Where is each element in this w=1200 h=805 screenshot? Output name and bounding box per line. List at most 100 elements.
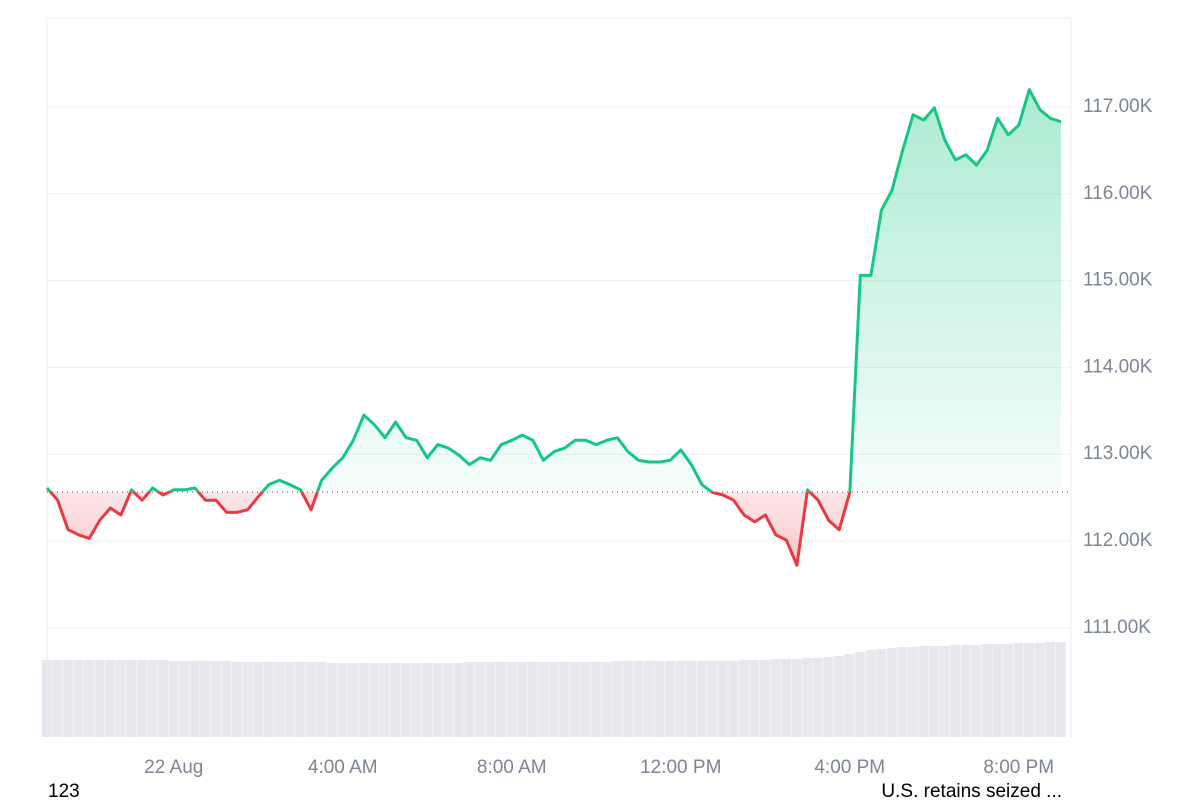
volume-bar: [770, 659, 781, 737]
volume-bar: [495, 662, 506, 737]
volume-bar: [686, 661, 697, 737]
volume-bar: [1024, 643, 1035, 737]
volume-bar: [453, 663, 464, 737]
volume-bar: [664, 661, 675, 737]
y-tick-label: 116.00K: [1083, 183, 1153, 204]
volume-bar: [633, 661, 644, 737]
volume-bar: [231, 662, 242, 737]
volume-bar: [992, 644, 1003, 737]
y-tick-label: 111.00K: [1083, 617, 1151, 638]
volume-bar: [94, 660, 105, 737]
y-tick-label: 112.00K: [1083, 530, 1153, 551]
volume-bar: [939, 646, 950, 737]
volume-bar: [305, 662, 316, 737]
volume-bar: [41, 660, 52, 737]
y-tick-label: 114.00K: [1083, 356, 1153, 377]
volume-bar: [83, 660, 95, 737]
volume-bar: [855, 652, 866, 737]
volume-bar: [918, 646, 929, 737]
volume-bar: [960, 645, 971, 737]
volume-bar: [738, 660, 749, 737]
volume-bar: [802, 658, 813, 737]
volume-bar: [971, 645, 982, 737]
volume-bar: [474, 662, 485, 737]
volume-bar: [506, 662, 517, 737]
volume-bar: [400, 663, 411, 737]
volume-bar: [274, 662, 285, 737]
y-tick-label: 117.00K: [1083, 96, 1153, 117]
volume-bar: [126, 660, 137, 737]
volume-bar: [62, 660, 73, 737]
volume-bar: [950, 645, 961, 737]
volume-bar: [548, 662, 559, 737]
volume-bar: [221, 661, 232, 737]
x-tick-label: 4:00 AM: [308, 757, 378, 778]
volume-bar: [443, 663, 454, 737]
volume-bar: [464, 662, 475, 737]
volume-bar: [200, 661, 211, 737]
volume-bar: [147, 660, 158, 737]
volume-bar: [189, 661, 200, 737]
volume-bar: [485, 662, 496, 737]
volume-bar: [411, 663, 422, 737]
volume-bar: [1055, 642, 1066, 737]
volume-bar: [348, 663, 359, 737]
volume-bar: [675, 661, 686, 737]
volume-bar: [622, 661, 633, 737]
volume-bar: [833, 656, 844, 737]
volume-bar: [527, 662, 538, 737]
volume-bar: [538, 662, 549, 737]
volume-bar: [157, 660, 168, 737]
volume-bar: [886, 648, 897, 737]
volume-bar: [654, 661, 665, 737]
volume-bar: [1045, 642, 1056, 737]
volume-bar: [559, 662, 570, 737]
volume-bar: [358, 663, 369, 737]
volume-bar: [379, 663, 390, 737]
volume-bar: [580, 662, 591, 737]
volume-bar: [865, 650, 876, 737]
volume-bar: [242, 662, 253, 737]
volume-bar: [252, 662, 264, 737]
volume-bar: [749, 660, 760, 737]
volume-bar: [717, 661, 728, 737]
volume-bar: [136, 660, 147, 737]
x-tick-label: 12:00 PM: [640, 757, 721, 778]
volume-bar: [115, 660, 126, 737]
volume-bar: [981, 644, 992, 737]
price-line: [45, 88, 1062, 567]
volume-bar: [326, 663, 337, 737]
volume-bar: [612, 661, 623, 737]
volume-bar: [168, 661, 179, 737]
volume-bar: [421, 663, 433, 737]
volume-bar: [284, 662, 295, 737]
volume-bar: [1013, 643, 1024, 737]
x-tick-label: 22 Aug: [144, 757, 203, 778]
volume-bar: [907, 647, 918, 737]
volume-bar: [210, 661, 221, 737]
volume-bar: [569, 662, 580, 737]
volume-bar: [759, 660, 771, 737]
volume-bar: [601, 662, 612, 737]
volume-bar: [73, 660, 84, 737]
volume-bar: [728, 661, 739, 737]
y-tick-label: 115.00K: [1083, 270, 1153, 291]
annotation: 123: [48, 781, 80, 800]
volume-bar: [390, 663, 401, 737]
volume-bar: [696, 661, 707, 737]
volume-bar: [781, 659, 792, 737]
x-tick-label: 8:00 PM: [983, 757, 1054, 778]
volume-bar: [1002, 644, 1013, 737]
volume-bar: [928, 646, 940, 737]
volume-bar: [1034, 643, 1045, 737]
volume-bar: [52, 660, 63, 737]
volume-bar: [179, 661, 190, 737]
volume-bar: [643, 661, 654, 737]
volume-bar: [517, 662, 528, 737]
volume-bar: [369, 663, 380, 737]
annotation: U.S. retains seized ...: [881, 781, 1062, 800]
volume-bar: [432, 663, 443, 737]
x-tick-label: 4:00 PM: [814, 757, 885, 778]
volume-bar: [295, 662, 306, 737]
